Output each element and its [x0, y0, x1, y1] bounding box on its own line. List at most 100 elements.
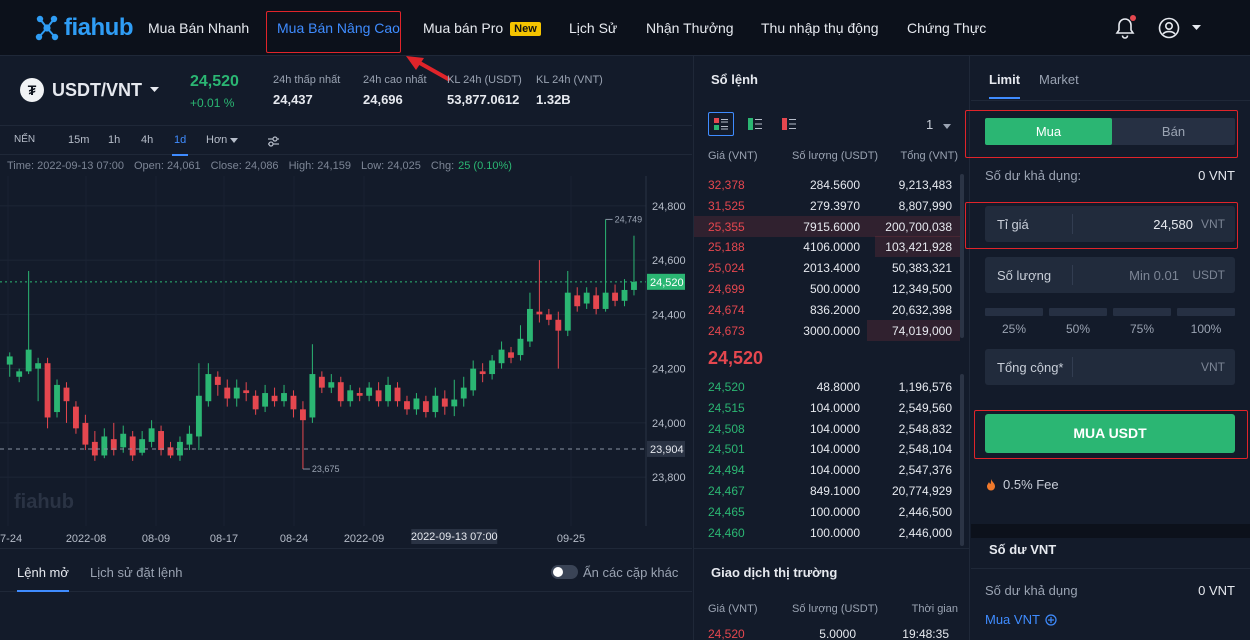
buy-tab[interactable]: Mua: [985, 118, 1112, 145]
candle-body: [167, 447, 174, 456]
candle-body: [63, 387, 70, 402]
ohlc-chg: 25 (0.10%): [458, 160, 512, 172]
bid-total: 1,196,576: [898, 380, 952, 394]
ask-row[interactable]: 24,699 500.0000 12,349,500: [694, 278, 960, 299]
candle-body: [574, 295, 581, 307]
pct-25-bar[interactable]: [985, 308, 1043, 316]
pct-75-bar[interactable]: [1113, 308, 1171, 316]
ask-qty: 500.0000: [809, 282, 860, 296]
pct-75-label[interactable]: 75%: [1129, 322, 1155, 336]
hide-other-pairs-toggle[interactable]: [551, 565, 578, 579]
bell-icon[interactable]: [1113, 15, 1137, 41]
pct-100-label[interactable]: 100%: [1190, 322, 1222, 336]
bid-row[interactable]: 24,465 100.0000 2,446,500: [694, 501, 960, 522]
bid-row[interactable]: 24,494 104.0000 2,547,376: [694, 459, 960, 480]
col-price: Giá (VNT): [708, 603, 758, 615]
tf-4h[interactable]: 4h: [141, 134, 154, 146]
bid-qty: 100.0000: [809, 525, 860, 540]
pair-selector[interactable]: ₮ USDT/VNT: [20, 78, 159, 102]
last-price-tag: [647, 273, 685, 290]
candle-body: [82, 422, 89, 445]
buy-usdt-button[interactable]: MUA USDT: [985, 414, 1235, 453]
nav-quick-trade[interactable]: Mua Bán Nhanh: [148, 20, 250, 36]
ask-row[interactable]: 31,525 279.3970 8,807,990: [694, 195, 960, 216]
candle-body: [366, 387, 373, 396]
red-arrow-annotation: [406, 56, 451, 82]
crosshair-price-label: 23,904: [650, 444, 684, 456]
ask-row[interactable]: 25,355 7915.6000 200,700,038: [694, 215, 960, 237]
nav-pro-trade[interactable]: Mua bán Pro New: [423, 0, 541, 56]
tf-1h[interactable]: 1h: [108, 134, 121, 146]
bid-row[interactable]: 24,460 100.0000 2,446,000: [694, 522, 960, 543]
total-field[interactable]: Tổng cộng* VNT: [985, 349, 1235, 385]
ask-row[interactable]: 24,673 3000.0000 74,019,000: [694, 319, 960, 341]
bid-price: 24,460: [708, 525, 745, 540]
pct-50-label[interactable]: 50%: [1065, 322, 1091, 336]
ask-total: 9,213,483: [898, 178, 952, 192]
pct-25-label[interactable]: 25%: [1001, 322, 1027, 336]
candle-body: [564, 292, 571, 331]
fiahub-logo[interactable]: fiahub: [34, 13, 134, 43]
tab-order-history[interactable]: Lịch sử đặt lệnh: [90, 565, 183, 580]
bids-scrollbar[interactable]: [960, 374, 964, 546]
indicator-settings-icon[interactable]: [267, 135, 280, 148]
nav-rewards[interactable]: Nhận Thưởng: [646, 20, 734, 36]
candle-body: [356, 393, 363, 396]
tab-open-orders[interactable]: Lệnh mở: [17, 565, 69, 592]
nav-verification[interactable]: Chứng Thực: [907, 20, 987, 36]
bid-row[interactable]: 24,515 104.0000 2,549,560: [694, 397, 960, 418]
tab-limit[interactable]: Limit: [989, 72, 1021, 99]
candle-body: [489, 360, 496, 375]
ask-row[interactable]: 25,188 4106.0000 103,421,928: [694, 236, 960, 258]
tf-more[interactable]: Hơn: [206, 134, 239, 146]
stat-value: 24,437: [273, 92, 313, 107]
nav-history[interactable]: Lịch Sử: [569, 20, 618, 36]
ask-total: 50,383,321: [891, 261, 952, 276]
candle-body: [612, 292, 618, 301]
price-chart[interactable]: fiahub 24,800 24,600 24,400 24,200 24,000 23,…: [0, 176, 692, 548]
x-tick-label: 09-25: [557, 533, 585, 545]
y-tick-label: 24,200: [652, 364, 686, 376]
tf-15m[interactable]: 15m: [68, 134, 90, 146]
user-avatar-icon[interactable]: [1158, 17, 1180, 39]
ask-row[interactable]: 32,378 284.5600 9,213,483: [694, 174, 960, 195]
candle-body: [441, 398, 448, 407]
quantity-field[interactable]: Số lượng Min 0.01 USDT: [985, 257, 1235, 293]
nav-advanced-trade[interactable]: Mua Bán Nâng Cao: [277, 20, 400, 36]
candle-body: [479, 371, 486, 375]
bid-row[interactable]: 24,508 104.0000 2,548,832: [694, 418, 960, 439]
tf-candles[interactable]: NẾN: [14, 134, 36, 145]
ohlc-low: Low: 24,025: [360, 160, 421, 172]
ask-row[interactable]: 24,674 836.2000 20,632,398: [694, 299, 960, 320]
view-asks-icon[interactable]: [776, 112, 802, 136]
precision-select[interactable]: 1: [926, 117, 951, 132]
bid-qty: 104.0000: [809, 400, 860, 415]
buy-vnt-link[interactable]: Mua VNT: [985, 612, 1057, 627]
bid-row[interactable]: 24,520 48.8000 1,196,576: [694, 376, 960, 397]
asks-scrollbar[interactable]: [960, 174, 964, 338]
candle-body: [422, 401, 429, 413]
tab-market[interactable]: Market: [1039, 72, 1079, 87]
price-field[interactable]: Tỉ giá 24,580 VNT: [985, 206, 1235, 242]
candle-body: [271, 395, 278, 402]
bid-price: 24,515: [708, 400, 745, 415]
pct-100-bar[interactable]: [1177, 308, 1235, 316]
ask-qty: 4106.0000: [803, 240, 860, 255]
stat-24h-low: 24h thấp nhất 24,437: [273, 74, 340, 107]
nav-passive-income[interactable]: Thu nhập thụ động: [761, 20, 879, 36]
view-bids-icon[interactable]: [742, 112, 768, 136]
candle-body: [385, 384, 391, 402]
trade-row: 24,520 5.0000 19:48:35: [694, 623, 960, 640]
sell-tab[interactable]: Bán: [1161, 124, 1186, 139]
ask-price: 24,674: [708, 302, 745, 317]
ticker-bar: ₮ USDT/VNT 24,520 +0.01 % 24h thấp nhất 2…: [0, 56, 692, 126]
pct-50-bar[interactable]: [1049, 308, 1107, 316]
tf-1d[interactable]: 1d: [171, 134, 189, 156]
view-both-icon[interactable]: [708, 112, 734, 136]
bid-row[interactable]: 24,501 104.0000 2,548,104: [694, 438, 960, 459]
bid-row[interactable]: 24,467 849.1000 20,774,929: [694, 480, 960, 501]
chart-axes: 24,800 24,600 24,400 24,200 24,000 23,800 07-2…: [0, 176, 686, 545]
ask-row[interactable]: 25,024 2013.4000 50,383,321: [694, 257, 960, 278]
chevron-down-icon[interactable]: [1192, 25, 1201, 31]
bid-total: 2,446,500: [898, 504, 952, 519]
